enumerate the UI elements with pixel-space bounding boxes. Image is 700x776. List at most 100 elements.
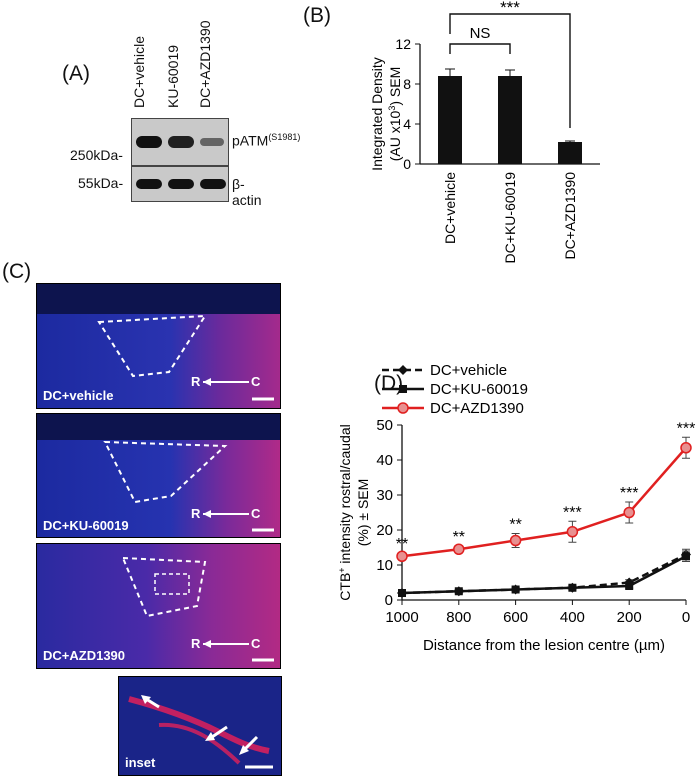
- y-axis-label-2: (AU x103) SEM: [387, 67, 403, 161]
- y-tick-label: 0: [385, 592, 393, 609]
- data-point: [398, 589, 406, 597]
- x-axis-label: Distance from the lesion centre (µm): [423, 637, 665, 654]
- lane-label-3: DC+AZD1390: [197, 20, 213, 108]
- marker-55kda: 55kDa-: [78, 175, 124, 191]
- x-tick-label: 0: [682, 609, 690, 626]
- r-label: R: [191, 506, 201, 521]
- ns-label: NS: [470, 25, 491, 42]
- rc-arrow-head: [203, 378, 211, 386]
- arrow-head: [141, 695, 151, 704]
- y-tick-label: 40: [376, 452, 393, 469]
- significance-label: ***: [563, 504, 582, 521]
- x-tick-label: 600: [503, 609, 528, 626]
- series-line: [401, 555, 687, 595]
- legend-marker: [398, 365, 408, 375]
- blot-row-patm: [131, 118, 229, 166]
- c-label: C: [251, 374, 261, 389]
- micrograph-ku60019: R C DC+KU-60019: [36, 413, 281, 538]
- panel-label-c: (C): [2, 260, 32, 283]
- significance-label: ***: [500, 0, 520, 17]
- actin-label: β-actin: [232, 176, 262, 208]
- r-label: R: [191, 636, 201, 651]
- micrograph-azd1390: R C DC+AZD1390: [36, 543, 281, 669]
- caption-inset: inset: [125, 755, 156, 770]
- bar: [438, 76, 462, 164]
- y-tick-label: 0: [403, 156, 411, 172]
- y-tick-label: 4: [403, 116, 411, 132]
- c-label: C: [251, 506, 261, 521]
- data-point: [625, 582, 634, 590]
- y-tick-label: 10: [376, 557, 393, 574]
- bar: [558, 142, 582, 164]
- micrograph-inset: inset: [118, 676, 282, 776]
- rc-arrow-head: [203, 640, 211, 648]
- caption-vehicle: DC+vehicle: [43, 388, 114, 403]
- data-point: [566, 526, 579, 538]
- y-tick-label: 30: [376, 487, 393, 504]
- patm-label: pATM(S1981): [232, 132, 301, 149]
- blot-band: [136, 136, 162, 148]
- blot-band: [168, 179, 194, 189]
- x-tick-label: DC+AZD1390: [562, 172, 578, 260]
- blot-band: [168, 136, 194, 148]
- data-point: [682, 552, 690, 561]
- lane-label-1: DC+vehicle: [131, 36, 147, 108]
- bar-chart: 0 4 8 12 DC+vehicle DC+KU-60019 DC+AZD1390 NS **…: [369, 0, 600, 264]
- panel-label-a: (A): [62, 62, 90, 85]
- x-tick-label: 1000: [385, 609, 418, 626]
- micrograph-dark-band: [37, 414, 280, 440]
- marker-250kda: 250kDa-: [70, 147, 123, 163]
- blot-band: [200, 179, 226, 189]
- significance-label: ***: [620, 485, 639, 502]
- arrow-head: [205, 732, 215, 741]
- significance-label: ***: [677, 420, 696, 437]
- c-label: C: [251, 636, 261, 651]
- data-point: [623, 506, 635, 519]
- data-point: [396, 550, 408, 562]
- panel-label-b: (B): [303, 4, 331, 27]
- lesion-outline: [97, 314, 274, 401]
- legend-marker: [397, 402, 409, 414]
- y-axis-label-2: (%) ± SEM: [355, 479, 371, 547]
- inset-drawing: [128, 695, 273, 769]
- blot-band: [200, 138, 224, 146]
- x-tick-label: DC+KU-60019: [502, 172, 518, 264]
- caption-azd1390: DC+AZD1390: [43, 648, 126, 663]
- y-axis-label: Integrated Density: [369, 57, 385, 171]
- data-point: [568, 583, 577, 592]
- x-tick-label: 400: [560, 609, 585, 626]
- micrograph-dark-band: [37, 284, 280, 314]
- legend-label: DC+vehicle: [430, 362, 507, 379]
- ns-bracket: [449, 43, 511, 54]
- micrograph-vehicle: R C DC+vehicle: [36, 283, 281, 409]
- x-tick-label: DC+vehicle: [442, 172, 458, 244]
- r-label: R: [191, 374, 201, 389]
- significance-label: **: [453, 529, 465, 546]
- y-tick-label: 20: [376, 522, 393, 539]
- significance-label: **: [509, 517, 521, 534]
- data-point: [454, 587, 463, 596]
- inset-box: [154, 573, 190, 595]
- series-line: [401, 446, 687, 558]
- x-tick-label: 200: [617, 609, 642, 626]
- data-point: [453, 543, 465, 555]
- legend-label: DC+AZD1390: [430, 400, 524, 417]
- arrow-head: [239, 745, 249, 755]
- bar: [498, 76, 522, 164]
- y-tick-label: 8: [403, 76, 411, 92]
- caption-ku60019: DC+KU-60019: [43, 518, 129, 533]
- legend-marker: [399, 385, 407, 393]
- data-point: [511, 585, 520, 594]
- legend-label: DC+KU-60019: [430, 381, 528, 398]
- lane-label-2: KU-60019: [165, 44, 181, 108]
- lesion-outline: [121, 556, 274, 662]
- blot-row-actin: [131, 166, 229, 202]
- significance-bracket: [449, 13, 571, 128]
- data-point: [509, 534, 522, 547]
- y-axis-label: CTB+ intensity rostral/caudal: [337, 424, 353, 600]
- significance-label: **: [396, 536, 408, 553]
- lesion-outline: [103, 440, 274, 532]
- blot-band: [136, 179, 162, 189]
- data-point: [680, 442, 692, 454]
- rc-arrow-head: [203, 510, 211, 518]
